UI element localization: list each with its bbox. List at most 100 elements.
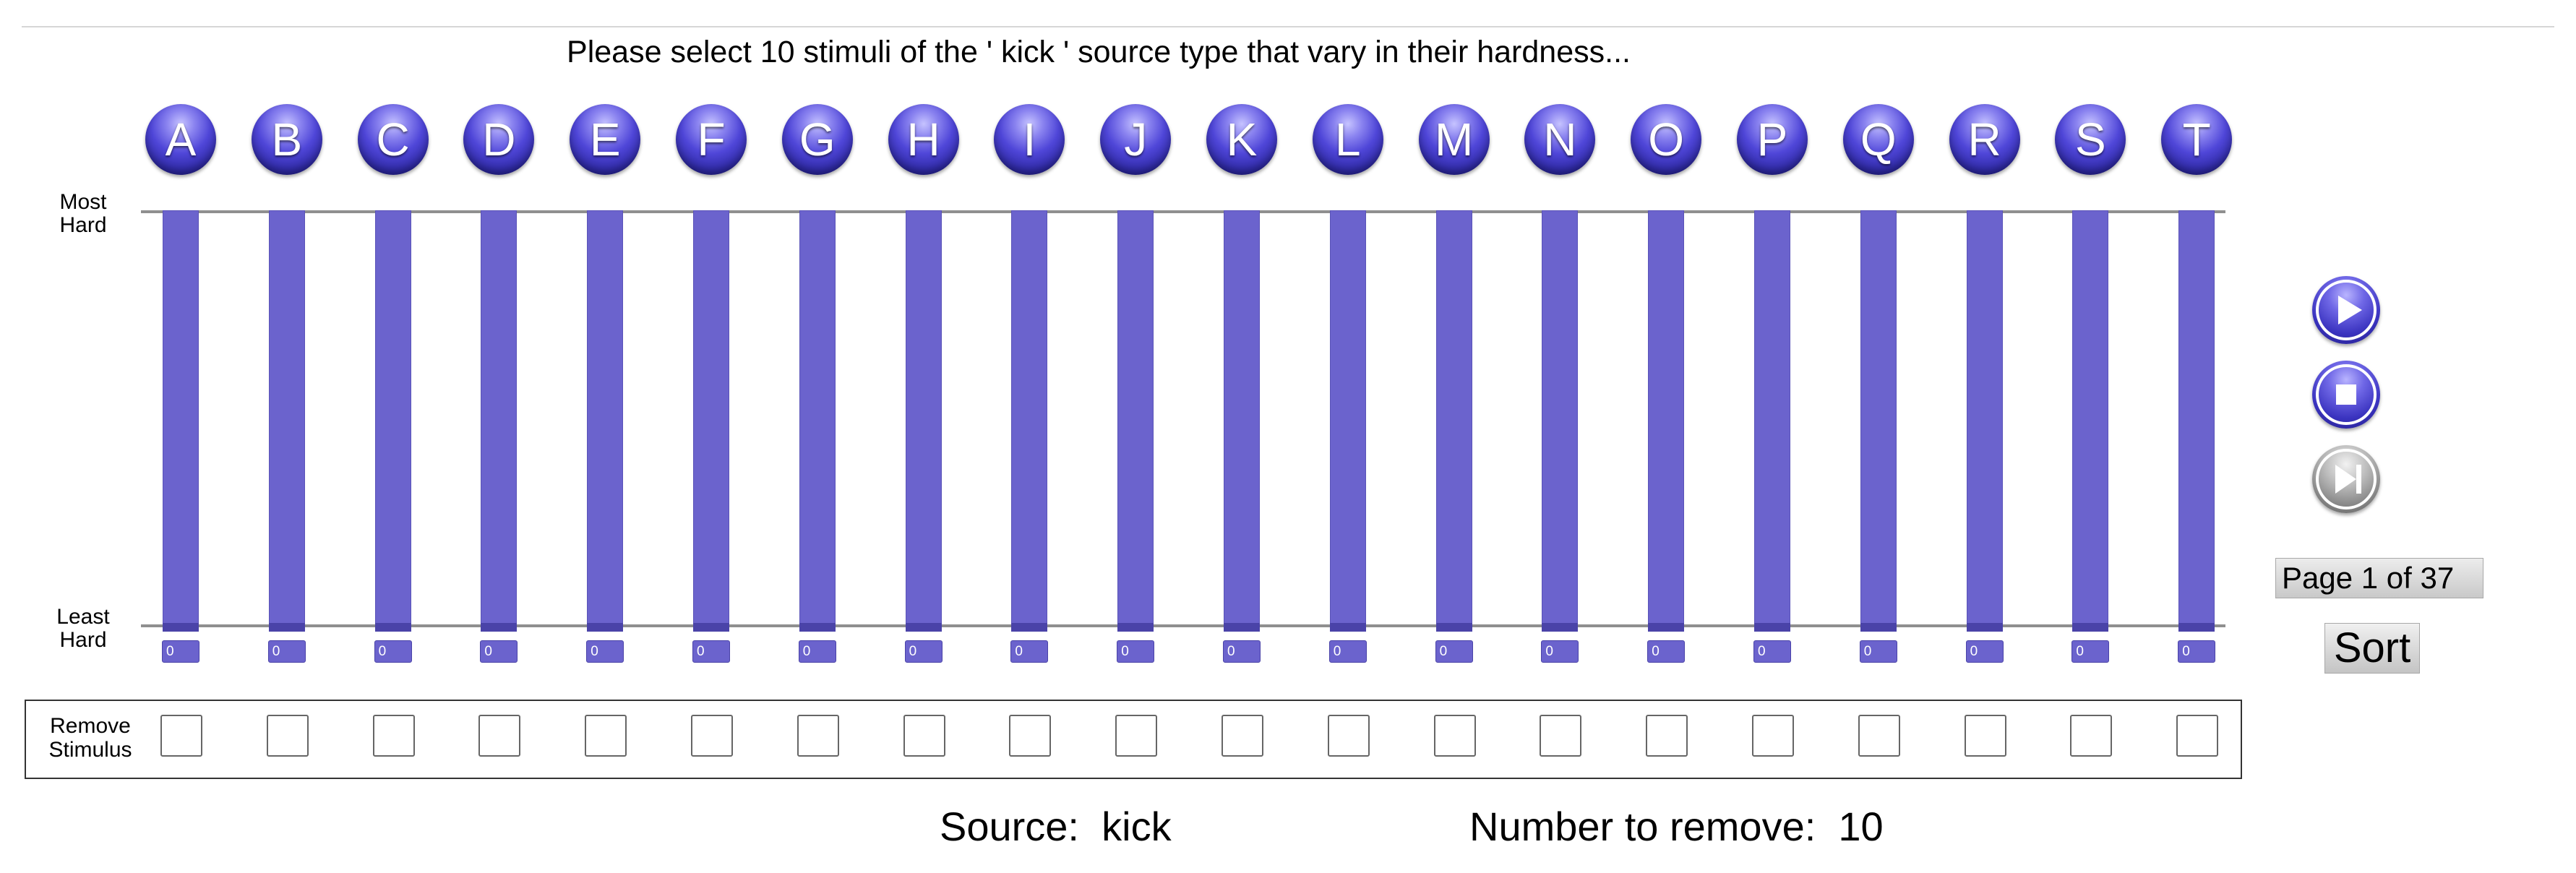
- remove-stimulus-checkbox[interactable]: [1115, 715, 1158, 757]
- hardness-slider-handle[interactable]: [163, 623, 199, 632]
- hardness-slider-handle[interactable]: [1329, 623, 1366, 632]
- hardness-value-field[interactable]: 0: [1435, 640, 1473, 663]
- hardness-value-field[interactable]: 0: [798, 640, 836, 663]
- stimulus-d-play-button[interactable]: D: [463, 104, 535, 175]
- stimulus-t-play-button[interactable]: T: [2161, 104, 2233, 175]
- hardness-value-field[interactable]: 0: [2071, 640, 2110, 663]
- hardness-value-field[interactable]: 0: [480, 640, 518, 663]
- stimulus-o-play-button[interactable]: O: [1631, 104, 1702, 175]
- remove-stimulus-checkbox[interactable]: [1646, 715, 1688, 757]
- hardness-slider-bar[interactable]: [1224, 210, 1260, 628]
- hardness-slider-bar[interactable]: [1966, 210, 2003, 628]
- hardness-slider-bar[interactable]: [1754, 210, 1790, 628]
- hardness-value-field[interactable]: 0: [1328, 640, 1367, 663]
- hardness-slider-handle[interactable]: [2072, 623, 2109, 632]
- hardness-slider-handle[interactable]: [1542, 623, 1579, 632]
- hardness-value-field[interactable]: 0: [1117, 640, 1155, 663]
- stimulus-i-play-button[interactable]: I: [994, 104, 1065, 175]
- hardness-slider-handle[interactable]: [1011, 623, 1048, 632]
- remove-stimulus-checkbox[interactable]: [1009, 715, 1052, 757]
- stimulus-k-play-button[interactable]: K: [1206, 104, 1277, 175]
- stimulus-e-play-button[interactable]: E: [570, 104, 641, 175]
- remove-stimulus-checkbox[interactable]: [691, 715, 733, 757]
- hardness-slider-bar[interactable]: [1011, 210, 1048, 628]
- hardness-slider-bar[interactable]: [2072, 210, 2109, 628]
- stimulus-a-play-button[interactable]: A: [145, 104, 216, 175]
- remove-stimulus-checkbox[interactable]: [797, 715, 839, 757]
- hardness-value-field[interactable]: 0: [374, 640, 412, 663]
- remove-stimulus-checkbox[interactable]: [585, 715, 627, 757]
- sort-button[interactable]: Sort: [2324, 623, 2420, 674]
- hardness-value-field[interactable]: 0: [1010, 640, 1049, 663]
- stimulus-r-play-button[interactable]: R: [1949, 104, 2020, 175]
- hardness-slider-handle[interactable]: [1966, 623, 2003, 632]
- stimulus-g-play-button[interactable]: G: [781, 104, 853, 175]
- remove-stimulus-checkbox[interactable]: [903, 715, 945, 757]
- hardness-slider-bar[interactable]: [163, 210, 199, 628]
- remove-stimulus-checkbox[interactable]: [160, 715, 202, 757]
- remove-stimulus-checkbox[interactable]: [1858, 715, 1900, 757]
- hardness-slider-bar[interactable]: [587, 210, 624, 628]
- hardness-slider-handle[interactable]: [481, 623, 518, 632]
- stimulus-q-play-button[interactable]: Q: [1842, 104, 1914, 175]
- stimulus-c-play-button[interactable]: C: [357, 104, 429, 175]
- remove-stimulus-checkbox[interactable]: [2176, 715, 2219, 757]
- remove-stimulus-checkbox[interactable]: [266, 715, 309, 757]
- hardness-slider-handle[interactable]: [799, 623, 836, 632]
- stimulus-p-play-button[interactable]: P: [1737, 104, 1808, 175]
- hardness-value-field[interactable]: 0: [267, 640, 306, 663]
- hardness-slider-handle[interactable]: [1117, 623, 1154, 632]
- hardness-slider-bar[interactable]: [374, 210, 411, 628]
- stimulus-m-play-button[interactable]: M: [1418, 104, 1490, 175]
- hardness-slider-handle[interactable]: [1224, 623, 1260, 632]
- hardness-slider-handle[interactable]: [693, 623, 729, 632]
- remove-stimulus-checkbox[interactable]: [372, 715, 415, 757]
- hardness-value-field[interactable]: 0: [2178, 640, 2216, 663]
- stop-button[interactable]: [2312, 361, 2380, 429]
- hardness-slider-bar[interactable]: [2178, 210, 2215, 628]
- hardness-value-field[interactable]: 0: [1965, 640, 2004, 663]
- stimulus-n-play-button[interactable]: N: [1524, 104, 1596, 175]
- hardness-slider-handle[interactable]: [268, 623, 305, 632]
- remove-stimulus-checkbox[interactable]: [2070, 715, 2113, 757]
- hardness-value-field[interactable]: 0: [1541, 640, 1579, 663]
- skip-next-button[interactable]: [2312, 445, 2380, 513]
- hardness-slider-bar[interactable]: [1329, 210, 1366, 628]
- hardness-slider-handle[interactable]: [1435, 623, 1472, 632]
- hardness-value-field[interactable]: 0: [162, 640, 199, 663]
- stimulus-s-play-button[interactable]: S: [2055, 104, 2126, 175]
- hardness-value-field[interactable]: 0: [904, 640, 943, 663]
- remove-stimulus-checkbox[interactable]: [1327, 715, 1370, 757]
- hardness-slider-handle[interactable]: [587, 623, 624, 632]
- hardness-value-field[interactable]: 0: [692, 640, 730, 663]
- hardness-slider-bar[interactable]: [1117, 210, 1154, 628]
- stimulus-j-play-button[interactable]: J: [1100, 104, 1172, 175]
- hardness-value-field[interactable]: 0: [1647, 640, 1686, 663]
- remove-stimulus-checkbox[interactable]: [1222, 715, 1263, 757]
- hardness-slider-bar[interactable]: [268, 210, 305, 628]
- hardness-slider-handle[interactable]: [905, 623, 942, 632]
- play-button[interactable]: [2312, 276, 2380, 344]
- hardness-slider-handle[interactable]: [1648, 623, 1685, 632]
- hardness-value-field[interactable]: 0: [1859, 640, 1897, 663]
- hardness-slider-bar[interactable]: [693, 210, 729, 628]
- hardness-slider-bar[interactable]: [905, 210, 942, 628]
- hardness-value-field[interactable]: 0: [1223, 640, 1261, 663]
- hardness-value-field[interactable]: 0: [586, 640, 624, 663]
- remove-stimulus-checkbox[interactable]: [478, 715, 521, 757]
- remove-stimulus-checkbox[interactable]: [1752, 715, 1794, 757]
- hardness-slider-handle[interactable]: [2178, 623, 2215, 632]
- hardness-slider-bar[interactable]: [799, 210, 836, 628]
- stimulus-b-play-button[interactable]: B: [251, 104, 322, 175]
- remove-stimulus-checkbox[interactable]: [1433, 715, 1476, 757]
- hardness-slider-bar[interactable]: [1860, 210, 1897, 628]
- stimulus-l-play-button[interactable]: L: [1312, 104, 1383, 175]
- stimulus-f-play-button[interactable]: F: [676, 104, 747, 175]
- hardness-slider-handle[interactable]: [1860, 623, 1897, 632]
- hardness-slider-bar[interactable]: [1435, 210, 1472, 628]
- stimulus-h-play-button[interactable]: H: [888, 104, 959, 175]
- remove-stimulus-checkbox[interactable]: [1964, 715, 2006, 757]
- hardness-slider-bar[interactable]: [1542, 210, 1579, 628]
- hardness-slider-handle[interactable]: [1754, 623, 1790, 632]
- hardness-slider-bar[interactable]: [1648, 210, 1685, 628]
